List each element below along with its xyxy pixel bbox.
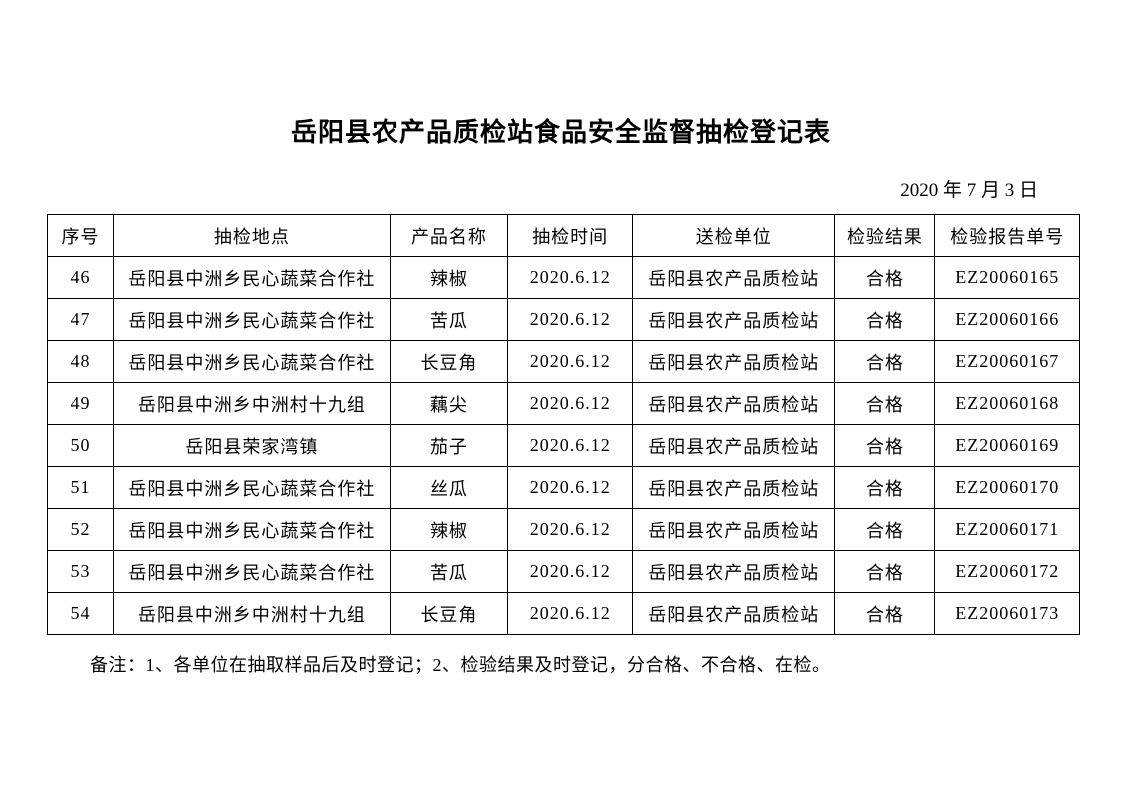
cell-result: 合格 xyxy=(834,382,936,425)
cell-unit: 岳阳县农产品质检站 xyxy=(632,382,836,425)
cell-unit: 岳阳县农产品质检站 xyxy=(632,592,836,635)
cell-report-no: EZ20060173 xyxy=(934,592,1080,635)
col-unit-header: 送检单位 xyxy=(632,214,836,257)
cell-seq: 54 xyxy=(46,592,115,635)
cell-result: 合格 xyxy=(834,592,936,635)
table-row: 53 岳阳县中洲乡民心蔬菜合作社 苦瓜 2020.6.12 岳阳县农产品质检站 合格 EZ2… xyxy=(46,550,1080,593)
cell-seq: 53 xyxy=(46,550,115,593)
cell-location: 岳阳县荣家湾镇 xyxy=(113,424,391,467)
table-row: 48 岳阳县中洲乡民心蔬菜合作社 长豆角 2020.6.12 岳阳县农产品质检站 合格 EZ… xyxy=(46,340,1080,383)
table-row: 51 岳阳县中洲乡民心蔬菜合作社 丝瓜 2020.6.12 岳阳县农产品质检站 合格 EZ2… xyxy=(46,466,1080,509)
cell-seq: 49 xyxy=(46,382,115,425)
cell-time: 2020.6.12 xyxy=(507,424,634,467)
table-row: 46 岳阳县中洲乡民心蔬菜合作社 辣椒 2020.6.12 岳阳县农产品质检站 合格 EZ2… xyxy=(46,256,1080,299)
table-header-row: 序号 抽检地点 产品名称 抽检时间 送检单位 检验结果 检验报告单号 xyxy=(46,214,1080,257)
cell-unit: 岳阳县农产品质检站 xyxy=(632,550,836,593)
cell-location: 岳阳县中洲乡民心蔬菜合作社 xyxy=(113,256,391,299)
cell-result: 合格 xyxy=(834,550,936,593)
cell-seq: 48 xyxy=(46,340,115,383)
cell-product: 苦瓜 xyxy=(389,550,509,593)
cell-report-no: EZ20060168 xyxy=(934,382,1080,425)
cell-unit: 岳阳县农产品质检站 xyxy=(632,466,836,509)
cell-location: 岳阳县中洲乡中洲村十九组 xyxy=(113,382,391,425)
cell-report-no: EZ20060172 xyxy=(934,550,1080,593)
cell-location: 岳阳县中洲乡民心蔬菜合作社 xyxy=(113,298,391,341)
cell-time: 2020.6.12 xyxy=(507,550,634,593)
cell-seq: 47 xyxy=(46,298,115,341)
cell-result: 合格 xyxy=(834,256,936,299)
cell-product: 茄子 xyxy=(389,424,509,467)
cell-seq: 51 xyxy=(46,466,115,509)
cell-result: 合格 xyxy=(834,424,936,467)
cell-location: 岳阳县中洲乡民心蔬菜合作社 xyxy=(113,550,391,593)
cell-unit: 岳阳县农产品质检站 xyxy=(632,340,836,383)
col-seq-header: 序号 xyxy=(46,214,115,257)
cell-result: 合格 xyxy=(834,298,936,341)
cell-time: 2020.6.12 xyxy=(507,466,634,509)
cell-location: 岳阳县中洲乡民心蔬菜合作社 xyxy=(113,508,391,551)
table-row: 49 岳阳县中洲乡中洲村十九组 藕尖 2020.6.12 岳阳县农产品质检站 合格 EZ20… xyxy=(46,382,1080,425)
col-time-header: 抽检时间 xyxy=(507,214,634,257)
col-product-header: 产品名称 xyxy=(389,214,509,257)
table-body: 46 岳阳县中洲乡民心蔬菜合作社 辣椒 2020.6.12 岳阳县农产品质检站 合格 EZ2… xyxy=(46,256,1080,635)
cell-report-no: EZ20060166 xyxy=(934,298,1080,341)
cell-unit: 岳阳县农产品质检站 xyxy=(632,298,836,341)
cell-seq: 46 xyxy=(46,256,115,299)
document-date: 2020 年 7 月 3 日 xyxy=(900,180,1038,201)
cell-report-no: EZ20060170 xyxy=(934,466,1080,509)
inspection-registration-table: 序号 抽检地点 产品名称 抽检时间 送检单位 检验结果 检验报告单号 46 岳阳县中洲乡民心蔬… xyxy=(46,214,1080,635)
cell-product: 藕尖 xyxy=(389,382,509,425)
cell-time: 2020.6.12 xyxy=(507,340,634,383)
cell-result: 合格 xyxy=(834,340,936,383)
table-row: 52 岳阳县中洲乡民心蔬菜合作社 辣椒 2020.6.12 岳阳县农产品质检站 合格 EZ2… xyxy=(46,508,1080,551)
footer-note: 备注：1、各单位在抽取样品后及时登记；2、检验结果及时登记，分合格、不合格、在检… xyxy=(90,655,831,675)
cell-product: 辣椒 xyxy=(389,256,509,299)
cell-result: 合格 xyxy=(834,466,936,509)
col-result-header: 检验结果 xyxy=(834,214,936,257)
cell-time: 2020.6.12 xyxy=(507,592,634,635)
cell-seq: 52 xyxy=(46,508,115,551)
cell-time: 2020.6.12 xyxy=(507,256,634,299)
cell-time: 2020.6.12 xyxy=(507,382,634,425)
table-row: 54 岳阳县中洲乡中洲村十九组 长豆角 2020.6.12 岳阳县农产品质检站 合格 EZ2… xyxy=(46,592,1080,635)
cell-time: 2020.6.12 xyxy=(507,298,634,341)
cell-seq: 50 xyxy=(46,424,115,467)
table-row: 50 岳阳县荣家湾镇 茄子 2020.6.12 岳阳县农产品质检站 合格 EZ2006016… xyxy=(46,424,1080,467)
cell-product: 苦瓜 xyxy=(389,298,509,341)
cell-unit: 岳阳县农产品质检站 xyxy=(632,424,836,467)
page-title: 岳阳县农产品质检站食品安全监督抽检登记表 xyxy=(290,118,831,147)
cell-product: 丝瓜 xyxy=(389,466,509,509)
cell-report-no: EZ20060171 xyxy=(934,508,1080,551)
cell-location: 岳阳县中洲乡中洲村十九组 xyxy=(113,592,391,635)
cell-unit: 岳阳县农产品质检站 xyxy=(632,508,836,551)
table-row: 47 岳阳县中洲乡民心蔬菜合作社 苦瓜 2020.6.12 岳阳县农产品质检站 合格 EZ2… xyxy=(46,298,1080,341)
col-location-header: 抽检地点 xyxy=(113,214,391,257)
cell-product: 长豆角 xyxy=(389,340,509,383)
cell-time: 2020.6.12 xyxy=(507,508,634,551)
cell-report-no: EZ20060167 xyxy=(934,340,1080,383)
cell-location: 岳阳县中洲乡民心蔬菜合作社 xyxy=(113,466,391,509)
cell-product: 长豆角 xyxy=(389,592,509,635)
cell-unit: 岳阳县农产品质检站 xyxy=(632,256,836,299)
cell-report-no: EZ20060165 xyxy=(934,256,1080,299)
cell-result: 合格 xyxy=(834,508,936,551)
cell-product: 辣椒 xyxy=(389,508,509,551)
col-report-no-header: 检验报告单号 xyxy=(934,214,1080,257)
cell-report-no: EZ20060169 xyxy=(934,424,1080,467)
cell-location: 岳阳县中洲乡民心蔬菜合作社 xyxy=(113,340,391,383)
